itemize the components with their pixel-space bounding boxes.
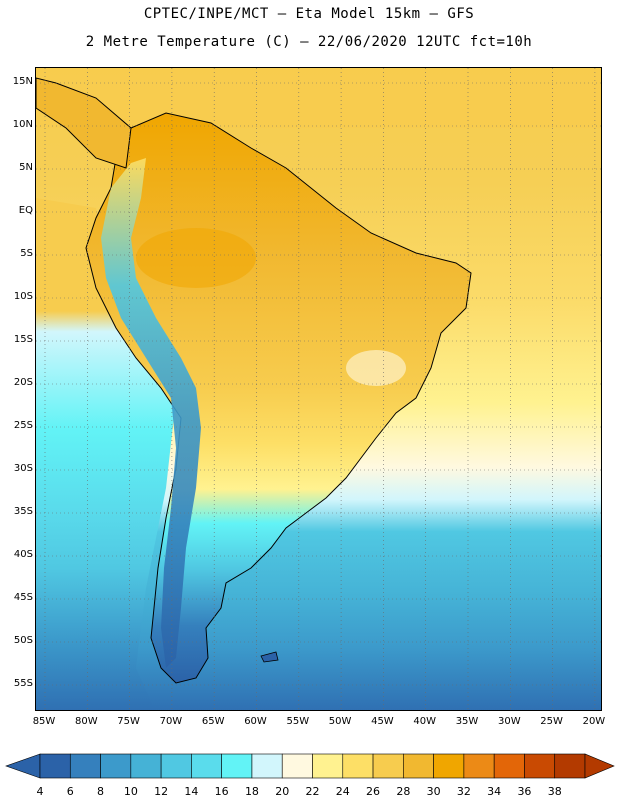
- legend-swatch: [191, 753, 222, 779]
- legend-swatch: [463, 753, 495, 779]
- legend-label: 38: [547, 785, 562, 798]
- lat-label: 40S: [13, 549, 33, 560]
- lon-label: 35W: [455, 716, 479, 727]
- legend-swatch: [403, 753, 434, 779]
- lat-label: EQ: [18, 205, 33, 216]
- highlands-cool-area: [346, 350, 406, 386]
- graticule: [36, 68, 601, 710]
- lat-label: 55S: [13, 678, 33, 689]
- falkland-islands: [260, 651, 279, 663]
- legend-label: 34: [487, 785, 502, 798]
- lat-label: 50S: [13, 635, 33, 646]
- lon-label: 45W: [371, 716, 394, 727]
- temperature-map[interactable]: [35, 67, 602, 711]
- lat-label: 20S: [13, 377, 33, 388]
- legend-swatch: [554, 753, 586, 779]
- legend-label: 32: [456, 785, 471, 798]
- legend-label: 6: [66, 785, 74, 798]
- lon-label: 40W: [413, 716, 436, 727]
- legend-swatch: [281, 753, 313, 779]
- central-america-land: [36, 77, 132, 169]
- lon-label: 20W: [582, 716, 606, 727]
- andes-range: [101, 158, 201, 668]
- legend-label: 22: [305, 785, 320, 798]
- lon-label: 70W: [159, 716, 183, 727]
- legend-label: 8: [97, 785, 105, 798]
- map-title: CPTEC/INPE/MCT – Eta Model 15km – GFS: [143, 6, 475, 22]
- legend-swatch: [160, 753, 192, 779]
- legend-swatch: [342, 753, 374, 779]
- legend-label: 30: [426, 785, 441, 798]
- lon-label: 65W: [201, 716, 225, 727]
- legend-swatch: [130, 753, 162, 779]
- lon-label: 55W: [286, 716, 310, 727]
- lon-label: 25W: [540, 716, 563, 727]
- legend-label: 24: [335, 785, 350, 798]
- map-canvas: [36, 68, 601, 710]
- lon-label: 50W: [328, 716, 352, 727]
- legend-label: 36: [517, 785, 532, 798]
- legend-swatch: [372, 753, 404, 779]
- legend-label: 26: [366, 785, 381, 798]
- legend-swatch: [524, 753, 556, 779]
- map-subtitle: 2 Metre Temperature (C) – 22/06/2020 12U…: [85, 34, 533, 50]
- legend-swatch: [69, 753, 101, 779]
- legend-arrow-low: [5, 753, 41, 779]
- legend-swatch: [493, 753, 525, 779]
- lon-label: 30W: [497, 716, 521, 727]
- legend-label: 20: [275, 785, 290, 798]
- legend-label: 28: [396, 785, 411, 798]
- legend-label: 18: [244, 785, 259, 798]
- lon-label: 80W: [74, 716, 98, 727]
- legend-arrow-high: [584, 753, 615, 779]
- lat-label: 5S: [20, 248, 33, 259]
- legend-swatch: [39, 753, 71, 779]
- legend-label: 14: [184, 785, 199, 798]
- legend-swatch: [221, 753, 253, 779]
- legend-swatch: [312, 753, 344, 779]
- pacific-ocean: [36, 198, 176, 710]
- lat-label: 15N: [12, 76, 33, 87]
- caribbean-sea: [36, 68, 601, 128]
- lat-label: 10S: [13, 291, 33, 302]
- legend-label: 4: [36, 785, 44, 798]
- lat-label: 10N: [12, 119, 33, 130]
- lon-label: 75W: [117, 716, 140, 727]
- lat-label: 45S: [13, 592, 33, 603]
- legend-label: 10: [123, 785, 138, 798]
- lon-label: 85W: [32, 716, 56, 727]
- lat-label: 5N: [19, 162, 33, 173]
- legend-swatch: [433, 753, 465, 779]
- legend-label: 12: [154, 785, 169, 798]
- lat-label: 15S: [13, 334, 33, 345]
- lat-label: 25S: [13, 420, 33, 431]
- legend-swatch: [100, 753, 132, 779]
- lat-label: 30S: [13, 463, 33, 474]
- legend-label: 16: [214, 785, 229, 798]
- lon-label: 60W: [244, 716, 267, 727]
- amazon-warm-area: [136, 228, 256, 288]
- color-legend: [5, 753, 615, 779]
- legend-swatch: [251, 753, 283, 779]
- lat-label: 35S: [13, 506, 33, 517]
